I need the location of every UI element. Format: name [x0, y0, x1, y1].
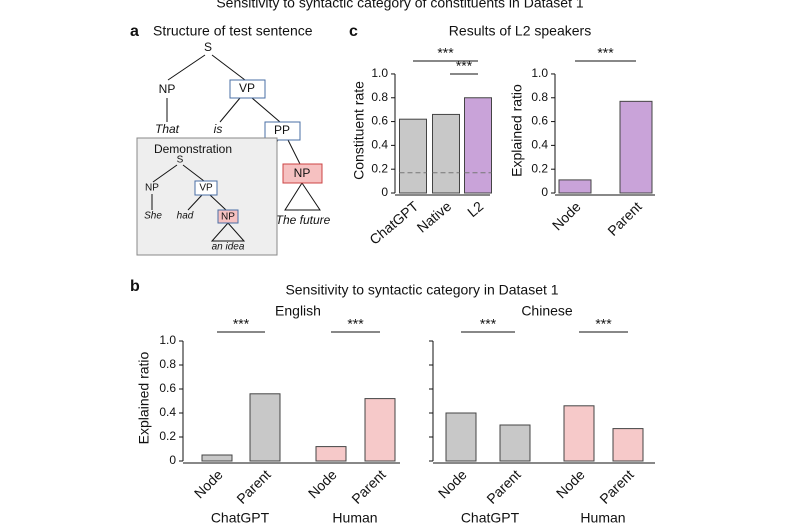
bar: [364, 398, 396, 462]
tree-word: The future: [276, 213, 331, 227]
demo-title: Demonstration: [154, 142, 232, 156]
bar: [201, 454, 233, 462]
tree-node: PP: [274, 123, 290, 137]
bar: [445, 412, 477, 462]
demo-box: [136, 137, 278, 256]
y-tick-label: 0.2: [159, 429, 176, 443]
tree-node: NP: [159, 82, 176, 96]
tree-node: NP: [221, 212, 235, 223]
bar: [399, 118, 427, 194]
x-tick-label: Parent: [604, 198, 645, 239]
tree-node: NP: [294, 166, 311, 180]
tree-node: S: [204, 40, 212, 54]
group-label: ChatGPT: [461, 510, 520, 524]
tree-word: an idea: [212, 242, 245, 253]
y-tick-label: 0.2: [371, 161, 388, 175]
y-tick-label: 0.4: [531, 138, 548, 152]
bar: [315, 446, 347, 462]
bar: [432, 113, 460, 194]
tree-word: had: [177, 211, 194, 222]
y-tick-label: 0.6: [371, 114, 388, 128]
significance-label: ***: [437, 45, 454, 61]
x-tick-label: Node: [553, 466, 588, 501]
y-tick-label: 0.8: [531, 90, 548, 104]
y-tick-label: 0.8: [371, 90, 388, 104]
x-tick-label: Parent: [233, 466, 274, 507]
y-tick-label: 1.0: [531, 66, 548, 80]
y-tick-label: 1.0: [371, 66, 388, 80]
y-axis-label: Explained ratio: [509, 84, 525, 177]
bar: [619, 100, 653, 194]
panel-title: Sensitivity to syntactic category in Dat…: [285, 282, 558, 298]
tree-node: VP: [199, 183, 213, 194]
significance-label: ***: [456, 58, 473, 74]
x-tick-label: Parent: [483, 466, 524, 507]
figure-title: Sensitivity to syntactic category of con…: [216, 0, 584, 11]
significance-label: ***: [595, 316, 612, 332]
significance-label: ***: [233, 316, 250, 332]
np-box: [282, 163, 323, 184]
bar: [612, 428, 644, 462]
x-tick-label: Node: [549, 198, 584, 233]
group-label: Human: [580, 510, 625, 524]
x-tick-label: Parent: [596, 466, 637, 507]
x-tick-label: Node: [191, 466, 226, 501]
bar: [499, 424, 531, 462]
demonstration: Demonstration S NP VP She had NP an idea: [136, 137, 278, 256]
tree-word: She: [144, 211, 162, 222]
panel-title: Structure of test sentence: [153, 23, 313, 39]
y-tick-label: 0.6: [159, 381, 176, 395]
tree-word: is: [214, 122, 223, 136]
bar: [249, 393, 281, 462]
significance-label: ***: [480, 316, 497, 332]
y-axis-label: Explained ratio: [136, 351, 152, 444]
np-box: [217, 209, 239, 224]
tree-node: S: [177, 155, 184, 166]
y-tick-label: 0.6: [531, 114, 548, 128]
panel-letter: a: [130, 23, 139, 40]
y-tick-label: 0.4: [159, 405, 176, 419]
bar: [464, 97, 492, 194]
y-tick-label: 0.4: [371, 138, 388, 152]
group-label: ChatGPT: [211, 510, 270, 524]
bar: [558, 179, 592, 194]
y-tick-label: 0.2: [531, 161, 548, 175]
tree-node: VP: [239, 81, 255, 95]
y-tick-label: 0: [541, 185, 548, 199]
y-axis-label: Constituent rate: [351, 81, 367, 180]
chart-title: English: [275, 303, 321, 319]
x-tick-label: Node: [305, 466, 340, 501]
y-tick-label: 0: [169, 453, 176, 467]
tree-word: That: [155, 122, 180, 136]
x-tick-label: Parent: [348, 466, 389, 507]
vp-box: [229, 79, 266, 99]
bar: [563, 405, 595, 462]
x-tick-label: Native: [414, 198, 455, 236]
panel-letter: c: [349, 23, 358, 40]
group-label: Human: [332, 510, 377, 524]
y-tick-label: 0.8: [159, 357, 176, 371]
x-tick-label: Node: [435, 466, 470, 501]
y-tick-label: 1.0: [159, 333, 176, 347]
vp-box: [194, 180, 218, 196]
y-tick-label: 0: [381, 185, 388, 199]
x-tick-label: L2: [464, 198, 486, 220]
chart-title: Chinese: [521, 303, 573, 319]
panel-letter: b: [130, 278, 140, 295]
significance-label: ***: [597, 45, 614, 61]
significance-label: ***: [347, 316, 364, 332]
pp-box: [264, 121, 301, 141]
tree-node: NP: [145, 183, 159, 194]
panel-title: Results of L2 speakers: [449, 23, 591, 39]
